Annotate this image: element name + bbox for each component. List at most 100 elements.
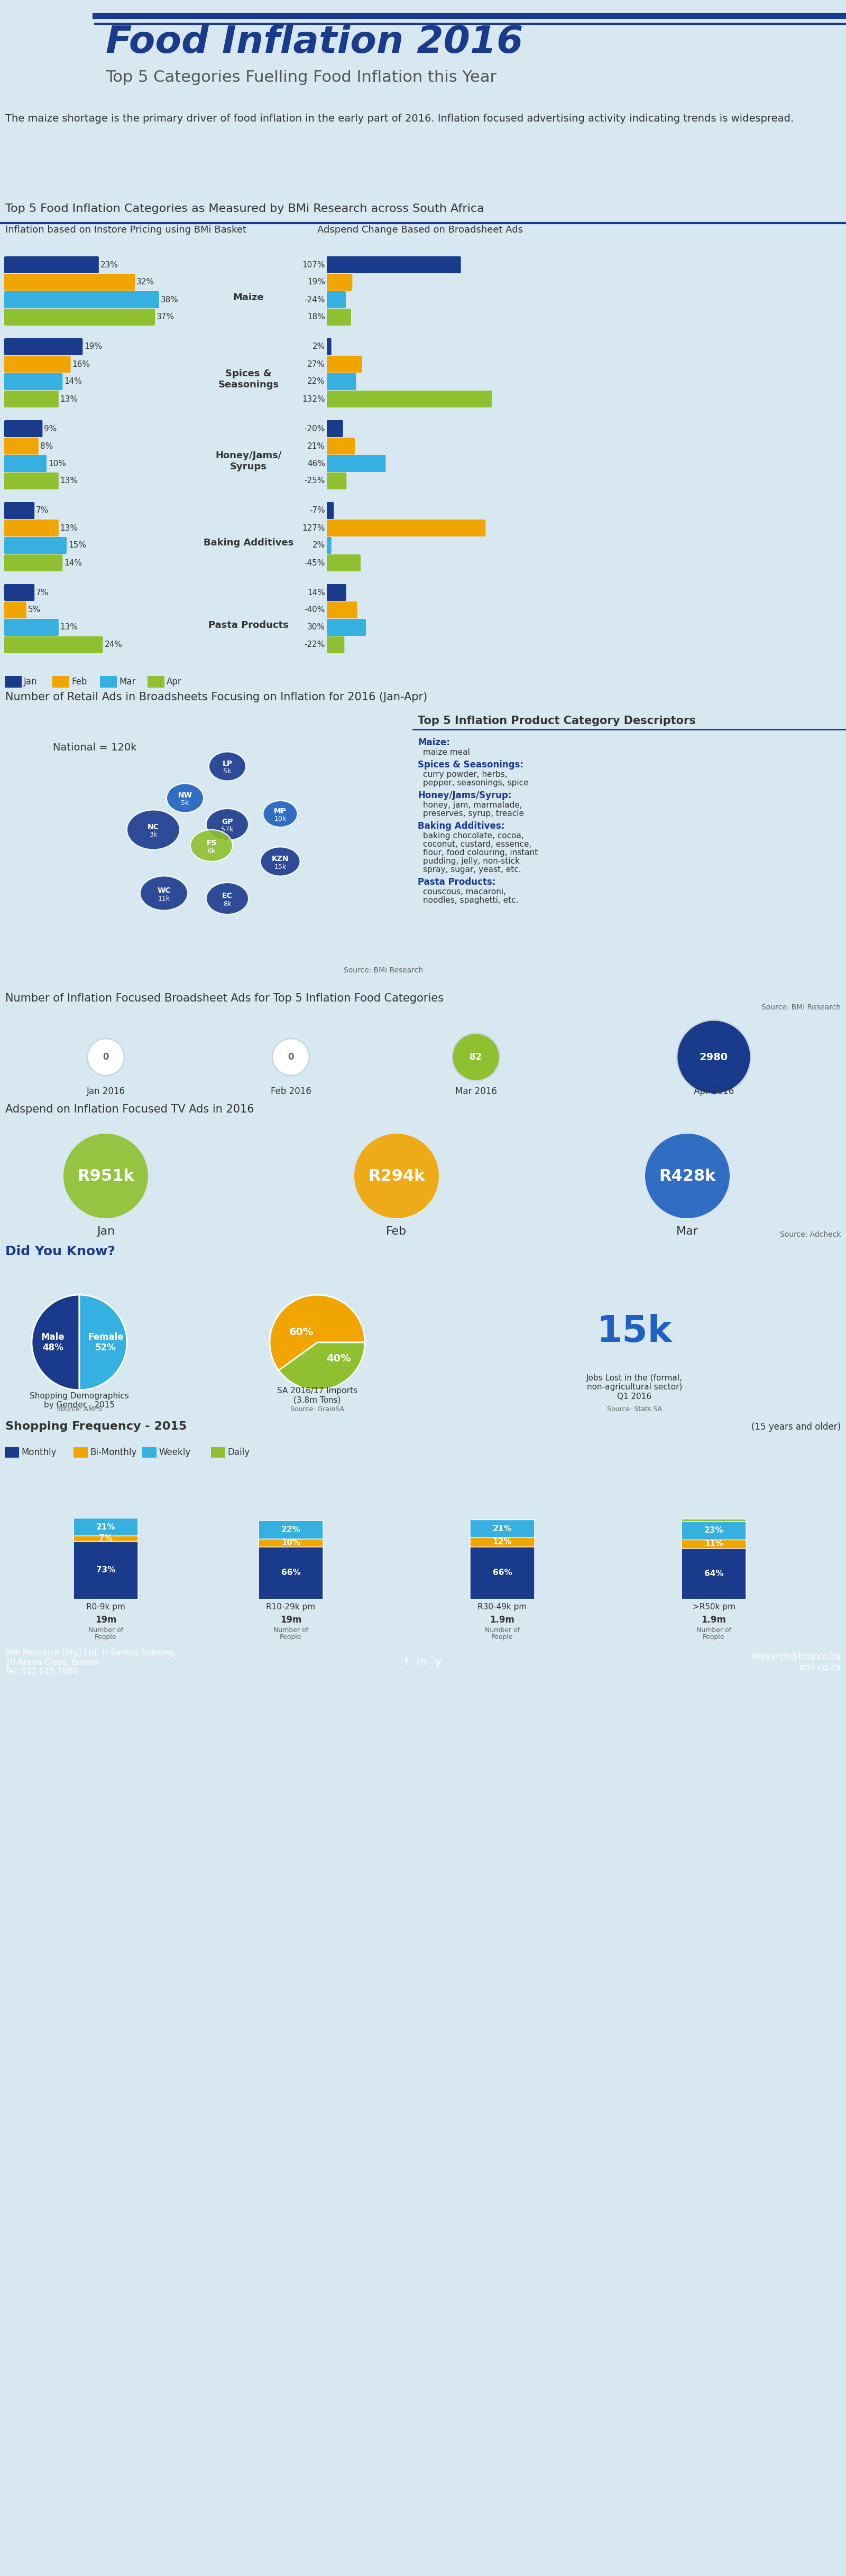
- Text: Number of Inflation Focused Broadsheet Ads for Top 5 Inflation Food Categories: Number of Inflation Focused Broadsheet A…: [5, 994, 443, 1005]
- Text: Weekly: Weekly: [159, 1448, 190, 1458]
- Text: 57k: 57k: [221, 827, 233, 832]
- FancyBboxPatch shape: [4, 355, 71, 374]
- Text: 15k: 15k: [596, 1314, 673, 1350]
- Text: Spices &
Seasonings: Spices & Seasonings: [218, 368, 279, 389]
- Text: pudding, jelly, non-stick: pudding, jelly, non-stick: [423, 858, 519, 866]
- Text: 40%: 40%: [326, 1352, 351, 1363]
- Text: 21%: 21%: [96, 1522, 115, 1530]
- Text: 19%: 19%: [307, 278, 325, 286]
- FancyBboxPatch shape: [470, 1535, 535, 1548]
- Text: WC: WC: [157, 886, 171, 894]
- Text: Bi-Monthly: Bi-Monthly: [90, 1448, 136, 1458]
- Text: 1.9m: 1.9m: [701, 1615, 726, 1625]
- Text: 5%: 5%: [28, 605, 41, 613]
- FancyBboxPatch shape: [682, 1548, 746, 1600]
- Text: >R50k pm: >R50k pm: [692, 1602, 735, 1610]
- FancyBboxPatch shape: [259, 1538, 323, 1548]
- Text: 3k: 3k: [150, 832, 157, 840]
- FancyBboxPatch shape: [327, 438, 354, 453]
- Text: 11%: 11%: [704, 1540, 723, 1548]
- Text: 0: 0: [288, 1051, 294, 1061]
- FancyBboxPatch shape: [142, 1448, 157, 1458]
- Text: People: People: [280, 1633, 302, 1641]
- Text: noodles, spaghetti, etc.: noodles, spaghetti, etc.: [423, 896, 519, 904]
- FancyBboxPatch shape: [682, 1520, 746, 1540]
- FancyBboxPatch shape: [327, 502, 334, 518]
- Text: 14%: 14%: [307, 587, 325, 598]
- Text: 13%: 13%: [60, 523, 78, 533]
- Text: 38%: 38%: [161, 296, 179, 304]
- FancyBboxPatch shape: [4, 258, 99, 273]
- FancyBboxPatch shape: [4, 337, 83, 355]
- Ellipse shape: [167, 783, 204, 811]
- Text: Baking Additives:: Baking Additives:: [418, 822, 504, 832]
- Text: R10-29k pm: R10-29k pm: [266, 1602, 316, 1610]
- Text: 6k: 6k: [207, 848, 216, 855]
- Text: 11k: 11k: [158, 894, 170, 902]
- Text: -25%: -25%: [305, 477, 325, 484]
- FancyBboxPatch shape: [74, 1540, 138, 1600]
- FancyBboxPatch shape: [327, 291, 346, 309]
- Wedge shape: [32, 1296, 80, 1391]
- Text: 12%: 12%: [492, 1538, 512, 1546]
- FancyBboxPatch shape: [52, 675, 69, 688]
- Text: 23%: 23%: [704, 1525, 723, 1535]
- Text: People: People: [492, 1633, 514, 1641]
- Text: 19%: 19%: [85, 343, 102, 350]
- FancyBboxPatch shape: [4, 291, 159, 309]
- Text: FS: FS: [206, 840, 217, 848]
- Text: f  in  y: f in y: [397, 1656, 449, 1667]
- Text: The maize shortage is the primary driver of food inflation in the early part of : The maize shortage is the primary driver…: [5, 113, 794, 124]
- FancyBboxPatch shape: [327, 258, 461, 273]
- Text: 13%: 13%: [60, 394, 78, 402]
- Text: 46%: 46%: [307, 459, 325, 466]
- Text: Shopping Frequency - 2015: Shopping Frequency - 2015: [5, 1422, 187, 1432]
- FancyBboxPatch shape: [4, 471, 58, 489]
- Circle shape: [354, 1133, 439, 1218]
- Text: Pasta Products: Pasta Products: [208, 621, 288, 629]
- Text: -40%: -40%: [305, 605, 325, 613]
- Text: Daily: Daily: [228, 1448, 250, 1458]
- Text: Top 5 Categories Fuelling Food Inflation this Year: Top 5 Categories Fuelling Food Inflation…: [106, 70, 497, 85]
- Text: 22%: 22%: [281, 1525, 300, 1533]
- Text: Jan 2016: Jan 2016: [86, 1087, 125, 1097]
- Text: 16%: 16%: [72, 361, 91, 368]
- FancyBboxPatch shape: [259, 1546, 323, 1600]
- Ellipse shape: [209, 752, 246, 781]
- Text: 27%: 27%: [307, 361, 325, 368]
- Text: Adspend on Inflation Focused TV Ads in 2016: Adspend on Inflation Focused TV Ads in 2…: [5, 1105, 254, 1115]
- Text: Feb: Feb: [71, 677, 87, 688]
- Text: Mar 2016: Mar 2016: [455, 1087, 497, 1097]
- Text: Apr 2016: Apr 2016: [694, 1087, 734, 1097]
- Text: R30-49k pm: R30-49k pm: [478, 1602, 527, 1610]
- Text: Maize:: Maize:: [418, 737, 450, 747]
- Text: Mar: Mar: [119, 677, 135, 688]
- Text: couscous, macaroni,: couscous, macaroni,: [423, 889, 506, 896]
- Ellipse shape: [261, 848, 300, 876]
- Text: LP: LP: [222, 760, 233, 768]
- Text: 10k: 10k: [274, 817, 286, 822]
- Text: -45%: -45%: [305, 559, 325, 567]
- Text: NW: NW: [178, 791, 192, 799]
- FancyBboxPatch shape: [74, 1448, 88, 1458]
- Text: 18%: 18%: [307, 314, 325, 322]
- Text: Number of Retail Ads in Broadsheets Focusing on Inflation for 2016 (Jan-Apr): Number of Retail Ads in Broadsheets Focu…: [5, 693, 427, 703]
- Text: 60%: 60%: [289, 1327, 314, 1337]
- FancyBboxPatch shape: [4, 585, 35, 600]
- Text: Number of: Number of: [696, 1628, 731, 1633]
- Text: 132%: 132%: [302, 394, 325, 402]
- FancyBboxPatch shape: [74, 1535, 138, 1540]
- FancyBboxPatch shape: [327, 374, 356, 389]
- Text: Female
52%: Female 52%: [88, 1332, 124, 1352]
- FancyBboxPatch shape: [327, 309, 351, 325]
- FancyBboxPatch shape: [682, 1538, 746, 1548]
- FancyBboxPatch shape: [4, 502, 35, 518]
- Text: Jan: Jan: [24, 677, 37, 688]
- Text: 66%: 66%: [281, 1569, 300, 1577]
- FancyBboxPatch shape: [327, 471, 347, 489]
- Text: 15k: 15k: [274, 863, 286, 871]
- FancyBboxPatch shape: [4, 273, 135, 291]
- Text: R428k: R428k: [659, 1170, 716, 1182]
- FancyBboxPatch shape: [74, 1517, 138, 1535]
- Text: Honey/Jams/
Syrups: Honey/Jams/ Syrups: [216, 451, 282, 471]
